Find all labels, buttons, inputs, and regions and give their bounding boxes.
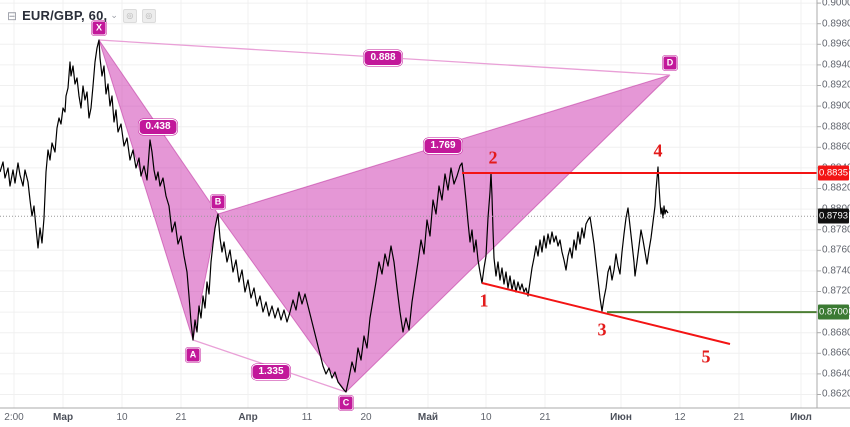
collapse-icon[interactable]: ⊟ bbox=[7, 8, 18, 23]
price-tick-label: 0.8660 bbox=[822, 347, 850, 359]
price-tick-label: 0.8860 bbox=[822, 141, 850, 153]
price-tick-label: 0.8780 bbox=[822, 224, 850, 236]
wave-number-4[interactable]: 4 bbox=[653, 140, 663, 161]
last-price-label: 0.8793 bbox=[818, 208, 849, 224]
symbol-legend: ⊟ EUR/GBP, 60, ⌄ ◎ ◎ bbox=[7, 8, 156, 23]
ratio-label-1.769[interactable]: 1.769 bbox=[423, 138, 463, 154]
green-level-price-label: 0.8700 bbox=[818, 304, 849, 320]
red-level-price-label: 0.8835 bbox=[818, 165, 849, 181]
time-tick-label: 10 bbox=[116, 412, 128, 423]
ratio-label-1.335[interactable]: 1.335 bbox=[251, 364, 291, 380]
chevron-down-icon[interactable]: ⌄ bbox=[110, 10, 118, 20]
pattern-point-X[interactable]: X bbox=[91, 20, 107, 36]
pattern-point-C[interactable]: C bbox=[338, 395, 354, 411]
price-tick-label: 0.8640 bbox=[822, 368, 850, 380]
pattern-point-D[interactable]: D bbox=[662, 55, 678, 71]
time-tick-label: Апр bbox=[238, 412, 258, 423]
time-tick-label: 21 bbox=[539, 412, 551, 423]
time-tick-label: 20 bbox=[360, 412, 372, 423]
price-tick-label: 0.8680 bbox=[822, 327, 850, 339]
symbol-title[interactable]: EUR/GBP, 60, bbox=[22, 8, 108, 23]
wave-number-1[interactable]: 1 bbox=[479, 290, 489, 311]
time-tick-label: 21 bbox=[733, 412, 745, 423]
price-tick-label: 0.8960 bbox=[822, 38, 850, 50]
time-tick-label: 2:00 bbox=[4, 412, 24, 423]
wave-number-3[interactable]: 3 bbox=[597, 319, 607, 340]
price-tick-label: 0.8940 bbox=[822, 59, 850, 71]
time-tick-label: Июл bbox=[790, 412, 812, 423]
price-tick-label: 0.8720 bbox=[822, 285, 850, 297]
legend-icon-1[interactable]: ◎ bbox=[122, 8, 137, 23]
price-tick-label: 0.9000 bbox=[822, 0, 850, 9]
time-tick-label: Июн bbox=[610, 412, 632, 423]
time-tick-label: 12 bbox=[674, 412, 686, 423]
ratio-label-0.438[interactable]: 0.438 bbox=[138, 119, 178, 135]
pattern-point-A[interactable]: A bbox=[185, 347, 201, 363]
trend-line[interactable] bbox=[481, 282, 731, 345]
pattern-point-B[interactable]: B bbox=[210, 194, 226, 210]
wave-number-5[interactable]: 5 bbox=[701, 346, 711, 367]
price-tick-label: 0.8920 bbox=[822, 79, 850, 91]
pattern-fill-bcd[interactable] bbox=[217, 74, 671, 393]
wave-number-2[interactable]: 2 bbox=[488, 147, 498, 168]
time-tick-label: 10 bbox=[480, 412, 492, 423]
ratio-label-0.888[interactable]: 0.888 bbox=[363, 50, 403, 66]
time-tick-label: 21 bbox=[175, 412, 187, 423]
price-series-line[interactable] bbox=[0, 39, 669, 393]
price-tick-label: 0.8980 bbox=[822, 18, 850, 30]
price-tick-label: 0.8880 bbox=[822, 121, 850, 133]
price-tick-label: 0.8820 bbox=[822, 182, 850, 194]
time-tick-label: Мар bbox=[52, 412, 74, 423]
price-tick-label: 0.8620 bbox=[822, 388, 850, 400]
legend-icon-2[interactable]: ◎ bbox=[141, 8, 156, 23]
time-tick-label: Май bbox=[417, 412, 439, 423]
price-tick-label: 0.8740 bbox=[822, 265, 850, 277]
price-tick-label: 0.8760 bbox=[822, 244, 850, 256]
price-tick-label: 0.8900 bbox=[822, 100, 850, 112]
time-tick-label: 11 bbox=[301, 412, 313, 423]
